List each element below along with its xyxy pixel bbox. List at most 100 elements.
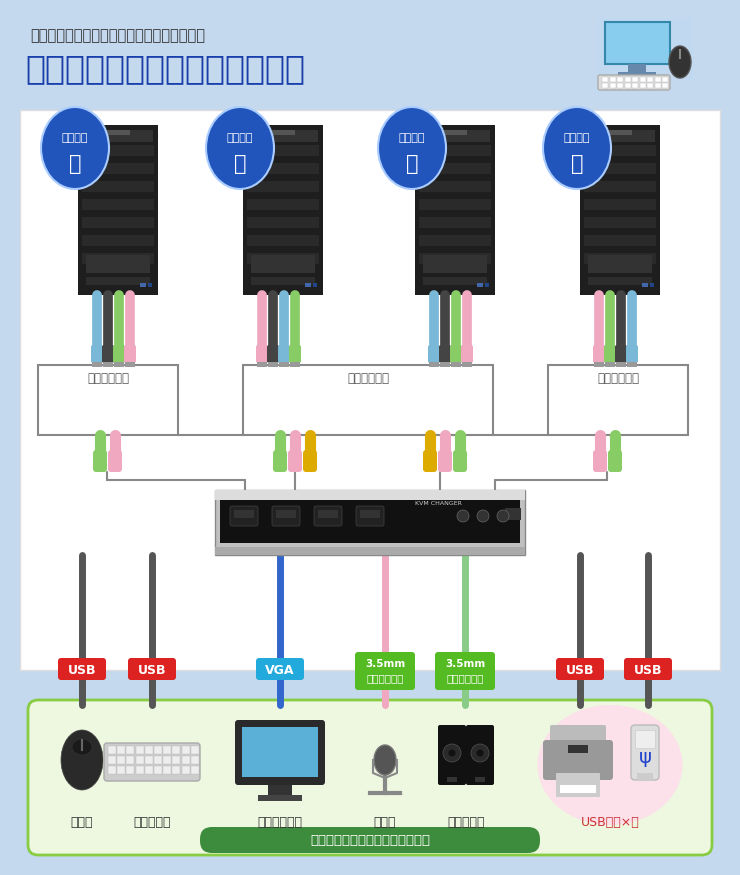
Text: 付属ケーブル: 付属ケーブル [87,372,129,384]
FancyBboxPatch shape [104,743,200,781]
Ellipse shape [206,107,274,189]
Bar [475,777,485,782]
Bar [191,746,199,754]
FancyBboxPatch shape [272,506,300,526]
Bar [103,362,113,367]
FancyBboxPatch shape [439,345,451,363]
Bar [247,217,319,228]
FancyBboxPatch shape [102,345,114,363]
Text: パソコン: パソコン [61,133,88,143]
Bar [639,77,645,81]
Ellipse shape [669,46,691,78]
Bar [220,500,520,543]
Bar [560,785,596,793]
FancyBboxPatch shape [256,345,268,363]
Bar [423,277,487,285]
Bar [108,746,116,754]
Bar [585,130,655,142]
FancyBboxPatch shape [604,345,616,363]
Bar [588,130,632,135]
Bar [305,283,311,287]
Bar [423,255,487,273]
Bar [135,766,144,774]
Bar [86,277,150,285]
Bar [117,756,125,764]
FancyBboxPatch shape [288,450,302,472]
Bar [172,756,181,764]
Bar [419,199,491,210]
Text: １組のキーボード・マウス・ディスプレイを: １組のキーボード・マウス・ディスプレイを [30,28,205,43]
Bar [127,756,135,764]
Bar [114,362,124,367]
FancyBboxPatch shape [593,345,605,363]
Bar [78,125,158,295]
FancyBboxPatch shape [438,450,452,472]
Bar [485,283,489,287]
Bar [276,510,296,518]
Bar [617,83,623,88]
FancyBboxPatch shape [303,450,317,472]
Bar [164,766,171,774]
Bar [164,756,171,764]
FancyBboxPatch shape [91,345,103,363]
Text: 3.5mm: 3.5mm [445,659,485,669]
FancyBboxPatch shape [113,345,125,363]
FancyBboxPatch shape [314,506,342,526]
Text: キーボード: キーボード [133,816,171,829]
Text: USB: USB [633,663,662,676]
FancyBboxPatch shape [608,450,622,472]
Text: マウス: マウス [71,816,93,829]
FancyBboxPatch shape [624,658,672,680]
FancyBboxPatch shape [626,345,638,363]
FancyBboxPatch shape [124,345,136,363]
Bar [154,746,162,754]
Bar [419,181,491,192]
Bar [451,362,461,367]
Bar [548,365,688,435]
Bar [447,777,457,782]
Bar [247,253,319,264]
Bar [610,83,616,88]
Ellipse shape [61,730,103,790]
Bar [618,72,656,77]
Bar [117,746,125,754]
Bar [38,365,178,435]
Bar [637,773,653,781]
Bar [632,83,638,88]
FancyBboxPatch shape [435,652,495,690]
Text: KVM CHANGER: KVM CHANGER [415,500,462,506]
Bar [268,785,292,795]
Text: パソコン: パソコン [226,133,253,143]
Bar [419,235,491,246]
FancyBboxPatch shape [556,658,604,680]
Text: ステレオミニ: ステレオミニ [446,673,484,683]
Bar [584,145,656,156]
Ellipse shape [543,107,611,189]
FancyBboxPatch shape [273,450,287,472]
Bar [247,181,319,192]
Bar [419,163,491,174]
Ellipse shape [72,739,92,755]
Bar [125,362,135,367]
Bar [462,362,472,367]
FancyBboxPatch shape [423,450,437,472]
Bar [243,125,323,295]
Bar [598,18,693,80]
FancyBboxPatch shape [230,506,258,526]
Text: ステレオミニ: ステレオミニ [366,673,404,683]
FancyBboxPatch shape [256,658,304,680]
Ellipse shape [477,510,489,522]
Bar [635,730,655,748]
Text: スピーカー: スピーカー [447,816,485,829]
Bar [234,510,254,518]
Text: ３: ３ [406,154,418,174]
Bar [602,77,608,81]
FancyBboxPatch shape [28,700,712,855]
FancyBboxPatch shape [415,506,455,526]
Bar [584,199,656,210]
Bar [127,746,135,754]
FancyBboxPatch shape [428,345,440,363]
Bar [268,362,278,367]
Bar [568,745,588,753]
Ellipse shape [457,510,469,522]
